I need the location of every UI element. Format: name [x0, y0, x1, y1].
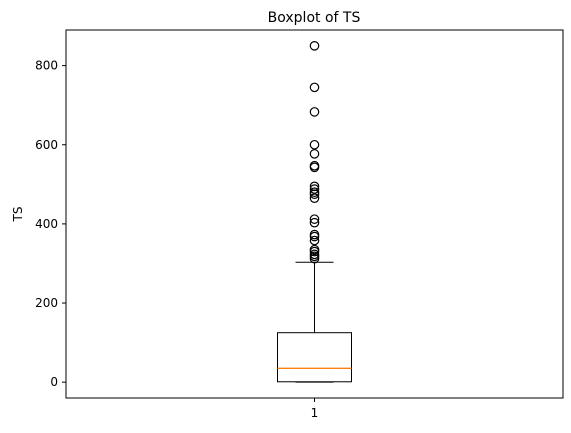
outlier-point — [310, 141, 318, 149]
y-tick-label: 0 — [50, 375, 58, 389]
plot-frame — [66, 30, 563, 398]
outlier-point — [310, 230, 318, 238]
plot-area: 0 200 400 600 800 1 — [35, 30, 563, 420]
outlier-point — [310, 150, 318, 158]
outlier-point — [310, 108, 318, 116]
y-tick-label: 600 — [35, 138, 58, 152]
y-tick-label: 400 — [35, 217, 58, 231]
y-axis-label: TS — [11, 207, 25, 223]
y-tick-label: 800 — [35, 59, 58, 73]
iqr-box — [278, 333, 352, 382]
x-tick-label: 1 — [311, 406, 319, 420]
outlier-point — [310, 42, 318, 50]
chart-title: Boxplot of TS — [268, 10, 361, 26]
y-tick-label: 200 — [35, 296, 58, 310]
outlier-point — [310, 83, 318, 91]
